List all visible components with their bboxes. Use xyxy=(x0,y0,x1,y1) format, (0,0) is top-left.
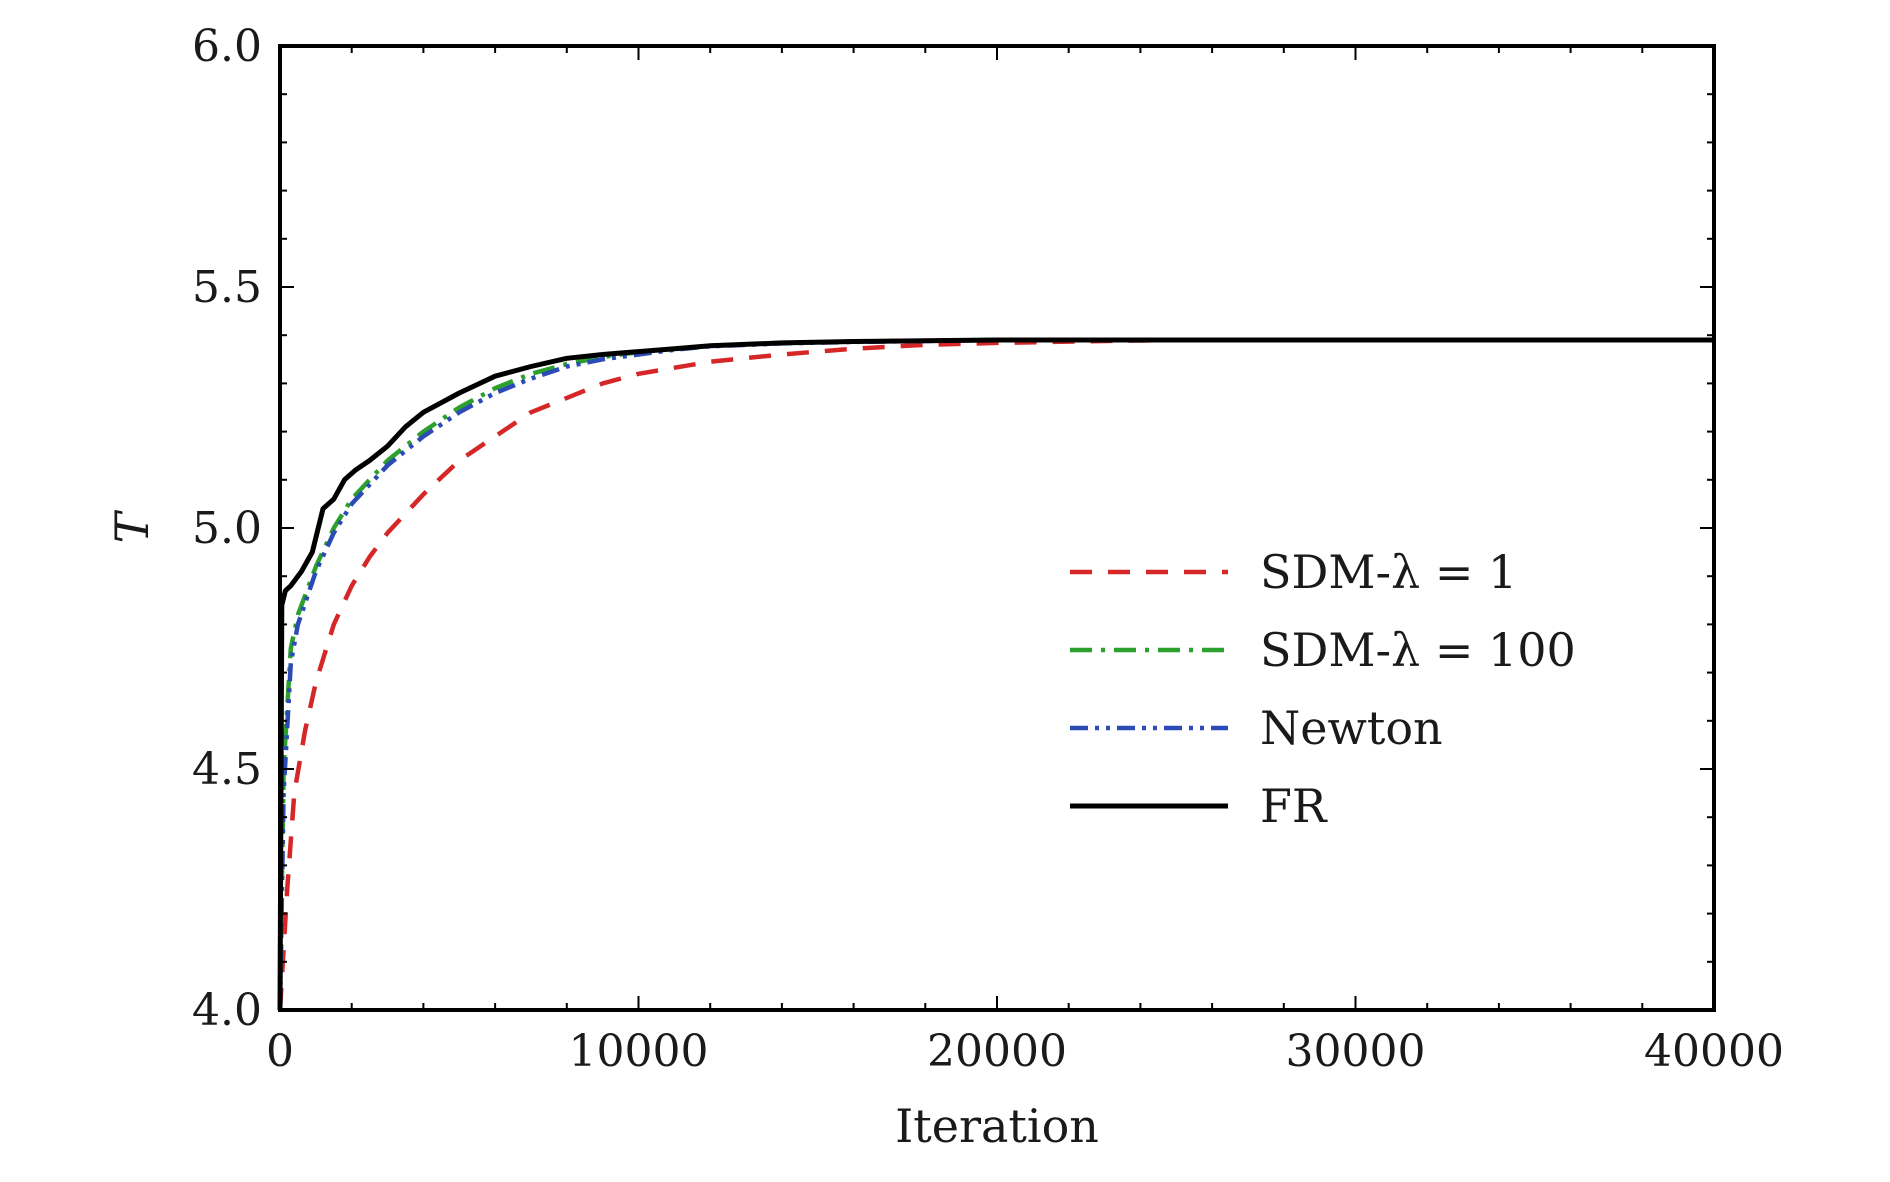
x-tick-label: 40000 xyxy=(1644,1026,1784,1077)
y-tick-label: 4.0 xyxy=(192,985,262,1036)
y-tick-label: 5.0 xyxy=(192,503,262,554)
x-tick-label: 0 xyxy=(266,1026,294,1077)
ticks-layer xyxy=(279,45,1715,1011)
tick-labels-layer: 0 10000 20000 30000 40000 4.0 4.5 5.0 5.5 6.0 xyxy=(192,21,1784,1077)
y-tick-label: 5.5 xyxy=(192,262,262,313)
series-line-3 xyxy=(277,337,1714,1011)
x-tick-label: 10000 xyxy=(569,1026,709,1077)
plot-frame xyxy=(278,44,1716,1012)
x-axis-label: Iteration xyxy=(895,1099,1099,1153)
legend-label-3: FR xyxy=(1260,779,1328,833)
legend-label-2: Newton xyxy=(1260,701,1443,755)
y-tick-label: 4.5 xyxy=(192,744,262,795)
legend-label-0: SDM-λ = 1 xyxy=(1260,545,1517,599)
series-line-0 xyxy=(277,337,1714,1011)
x-tick-label: 20000 xyxy=(927,1026,1067,1077)
x-tick-label: 30000 xyxy=(1286,1026,1426,1077)
series-line-1 xyxy=(277,337,1714,1011)
y-tick-label: 6.0 xyxy=(192,21,262,72)
y-axis-label: T xyxy=(105,509,159,543)
legend: SDM-λ = 1 SDM-λ = 100 Newton FR xyxy=(1070,545,1576,833)
legend-label-1: SDM-λ = 100 xyxy=(1260,623,1576,677)
series-layer xyxy=(277,337,1714,1011)
